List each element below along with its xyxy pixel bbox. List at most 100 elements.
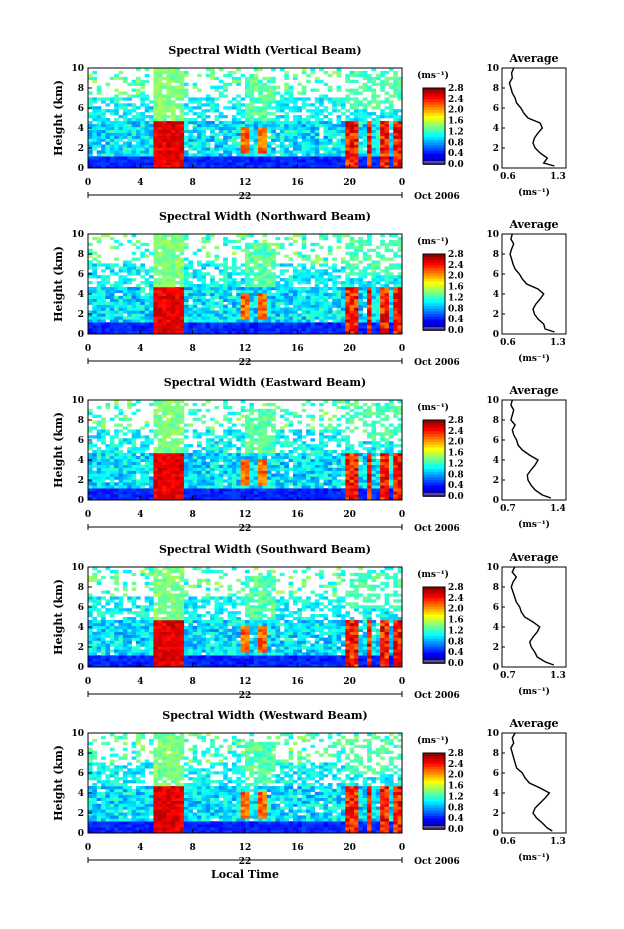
heatmap-cell [245,423,250,427]
heatmap-cell [253,485,259,489]
heatmap-cell [179,257,185,261]
heatmap-cell [306,132,311,136]
heatmap-cell [140,467,145,471]
heatmap-cell [231,286,237,291]
heatmap-cell [340,331,346,335]
heatmap-cell [114,284,119,288]
heatmap-cell [266,165,272,169]
heatmap-cell [262,473,268,477]
heatmap-cell [262,316,268,320]
heatmap-cell [144,331,150,335]
heatmap-cell [227,455,233,460]
heatmap-cell [266,103,272,107]
heatmap-cell [153,118,159,122]
heatmap-cell [201,126,207,131]
heatmap-cell [157,304,163,308]
heatmap-cell [223,461,228,465]
heatmap-cell [131,286,137,291]
heatmap-cell [314,126,320,131]
heatmap-cell [201,162,207,166]
heatmap-cell [157,100,163,104]
heatmap-cell [105,331,111,335]
heatmap-cell [388,310,394,314]
heatmap-cell [92,292,98,297]
heatmap-cell [192,470,198,474]
heatmap-cell [240,435,246,439]
heatmap-cell [183,281,189,285]
heatmap-cell [157,414,163,418]
heatmap-cell [131,298,137,302]
heatmap-cell [262,482,268,486]
heatmap-cell [166,159,172,163]
heatmap-cell [149,304,154,308]
heatmap-cell [319,301,324,305]
heatmap-cell [149,322,154,326]
heatmap-cell [384,159,390,163]
heatmap-cell [162,313,167,317]
heatmap-cell [162,123,167,128]
heatmap-cell [393,94,398,98]
heatmap-cell [340,135,346,139]
heatmap-cell [345,132,350,136]
heatmap-cell [371,310,377,314]
heatmap-cell [288,156,294,160]
heatmap-cell [262,153,268,157]
heatmap-cell [175,147,180,151]
heatmap-cell [231,141,237,145]
heatmap-cell [336,322,342,326]
heatmap-cell [258,147,263,151]
heatmap-cell [271,402,276,407]
heatmap-cell [275,455,281,460]
heatmap-cell [201,289,207,294]
heatmap-cell [240,441,246,445]
heatmap-cell [384,286,390,291]
heatmap-cell [109,435,115,439]
heatmap-cell [336,123,342,128]
heatmap-cell [227,411,233,415]
heatmap-cell [179,286,185,291]
heatmap-cell [210,310,215,314]
heatmap-cell [349,126,355,131]
heatmap-cell [258,94,263,98]
heatmap-cell [354,132,359,136]
heatmap-cell [262,150,268,154]
heatmap-cell [140,289,145,294]
heatmap-cell [144,144,150,148]
heatmap-cell [183,491,189,495]
heatmap-cell [153,482,159,486]
heatmap-cell [279,245,285,249]
heatmap-cell [279,115,285,119]
heatmap-cell [114,301,119,305]
heatmap-cell [153,234,159,238]
heatmap-cell [96,91,102,95]
heatmap-cell [157,432,163,436]
heatmap-cell [327,272,333,276]
heatmap-cell [157,450,163,454]
heatmap-cell [292,132,298,136]
heatmap-cell [170,281,176,285]
heatmap-cell [105,316,111,320]
heatmap-cell [245,248,250,252]
heatmap-cell [279,269,285,273]
heatmap-cell [153,479,159,483]
heatmap-cell [205,452,211,457]
heatmap-cell [140,123,145,128]
heatmap-cell [301,156,307,160]
heatmap-cell [288,91,294,95]
heatmap-cell [297,162,302,166]
heatmap-cell [258,295,263,299]
heatmap-cell [144,123,150,128]
heatmap-cell [179,85,185,89]
heatmap-cell [210,447,215,451]
heatmap-cell [157,328,163,332]
heatmap-cell [153,88,159,92]
heatmap-cell [262,159,268,163]
heatmap-cell [266,301,272,305]
heatmap-cell [135,464,141,468]
heatmap-cell [223,444,228,448]
heatmap-cell [179,301,185,305]
heatmap-cell [175,295,180,299]
heatmap-cell [166,248,172,252]
heatmap-cell [301,144,307,148]
heatmap-cell [262,426,268,430]
